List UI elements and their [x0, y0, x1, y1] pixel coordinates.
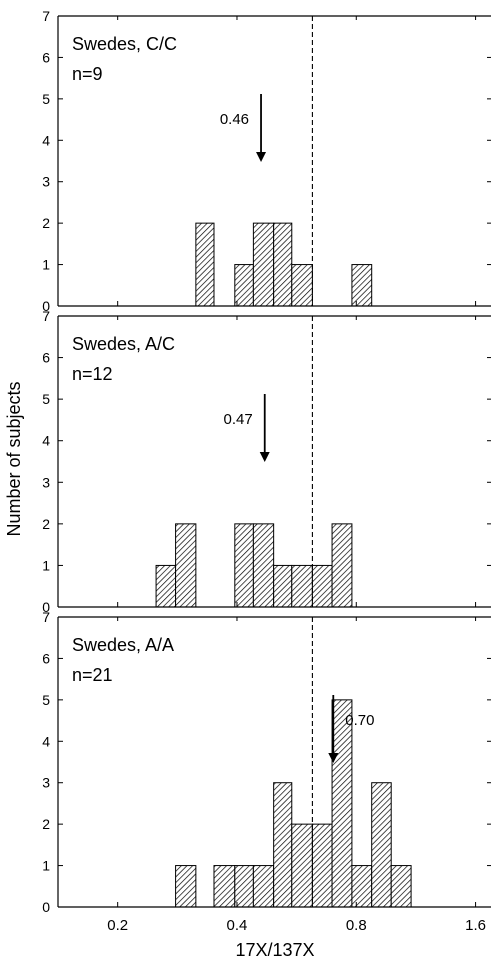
histogram-bar — [273, 222, 293, 307]
median-arrow-head — [256, 152, 267, 162]
y-tick-label: 1 — [42, 557, 50, 573]
histogram-bar — [273, 564, 293, 608]
panel-title: Swedes, C/C — [72, 34, 177, 54]
y-tick-label: 4 — [42, 433, 50, 449]
histogram-bar — [291, 823, 313, 908]
y-tick-label: 6 — [42, 49, 50, 65]
y-axis-label: Number of subjects — [4, 381, 24, 536]
x-tick-label: 1.6 — [465, 917, 486, 934]
panel-2: 0 1 2 3 4 5 6 7 Swedes, A/C n=12 0.47 — [42, 308, 491, 615]
y-tick-label: 2 — [42, 816, 50, 832]
x-tick-label: 0.4 — [227, 917, 248, 934]
y-tick-label: 3 — [42, 775, 50, 791]
histogram-bar — [234, 865, 254, 908]
histogram-bar — [175, 523, 197, 608]
panel-1: 0 1 2 3 4 5 6 7 Swedes, C/C n=9 0.46 — [42, 8, 491, 314]
y-tick-label: 1 — [42, 257, 50, 273]
histogram-bar — [252, 523, 275, 608]
histogram-bar — [252, 222, 275, 307]
panel-n-label: n=9 — [72, 64, 103, 84]
panel-title: Swedes, A/C — [72, 334, 175, 354]
y-tick-label: 3 — [42, 174, 50, 190]
y-tick-label: 4 — [42, 132, 50, 148]
median-label: 0.46 — [220, 111, 249, 128]
y-tick-label: 5 — [42, 91, 50, 107]
y-tick-label: 6 — [42, 350, 50, 366]
histogram-bar — [291, 264, 313, 307]
histogram-bar — [234, 264, 254, 307]
y-tick-label: 1 — [42, 858, 50, 874]
median-arrow-head — [328, 753, 339, 763]
histogram-bar — [155, 564, 177, 608]
panel-n-label: n=12 — [72, 364, 113, 384]
median-arrow-head — [259, 452, 270, 462]
histogram-bar — [273, 782, 293, 908]
x-tick-label: 0.8 — [346, 917, 367, 934]
histogram-bar — [252, 865, 275, 908]
y-tick-label: 0 — [42, 298, 50, 314]
y-tick-label: 5 — [42, 692, 50, 708]
panel-title: Swedes, A/A — [72, 635, 174, 655]
y-tick-label: 0 — [42, 899, 50, 915]
panel-3: 0 1 2 3 4 5 6 7 Swedes, A/A n=21 0.70 — [42, 609, 491, 915]
median-label: 0.70 — [345, 712, 374, 729]
y-tick-label: 3 — [42, 474, 50, 490]
y-tick-label: 5 — [42, 391, 50, 407]
x-tick-label: 0.2 — [107, 917, 128, 934]
histogram-bar — [311, 564, 333, 608]
histogram-bar — [195, 222, 215, 307]
y-tick-label: 7 — [42, 8, 50, 24]
histogram-bar — [390, 865, 412, 908]
y-tick-label: 2 — [42, 516, 50, 532]
panels-group: 0 1 2 3 4 5 6 7 Swedes, C/C n=9 0.46 0 1 2 3 4 5 6 7 Swedes… — [42, 8, 491, 915]
median-label: 0.47 — [224, 411, 253, 428]
y-tick-label: 7 — [42, 308, 50, 324]
y-tick-label: 4 — [42, 733, 50, 749]
histogram-bar — [331, 699, 353, 908]
panel-n-label: n=21 — [72, 665, 113, 685]
histogram-bar — [351, 264, 373, 307]
histogram-bar — [175, 865, 197, 908]
y-tick-label: 6 — [42, 650, 50, 666]
histogram-bar — [234, 523, 254, 608]
x-axis-label: 17X/137X — [235, 940, 314, 960]
histogram-bar — [311, 823, 333, 908]
y-tick-label: 0 — [42, 599, 50, 615]
histogram-bar — [371, 782, 392, 908]
y-tick-label: 7 — [42, 609, 50, 625]
histogram-bar — [351, 865, 373, 908]
histogram-bar — [331, 523, 353, 608]
x-tick-labels: 0.2 0.4 0.8 1.6 — [107, 917, 486, 934]
y-tick-label: 2 — [42, 215, 50, 231]
histogram-bar — [213, 865, 236, 908]
histogram-bar — [291, 564, 313, 608]
